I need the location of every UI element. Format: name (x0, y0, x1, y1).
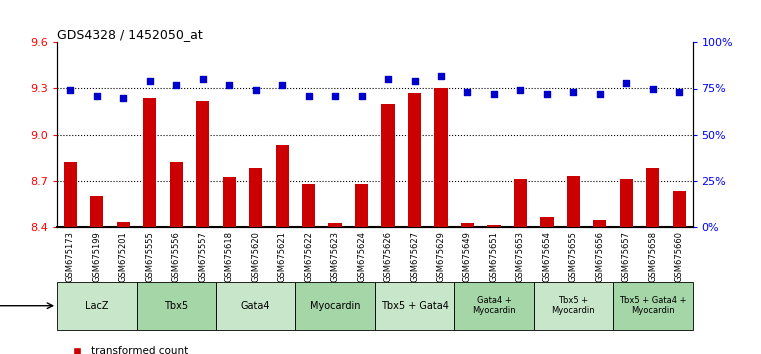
Bar (454, 282, 533, 330)
Point (409, 78, 421, 84)
Bar (295, 282, 374, 330)
Bar (90, 196, 103, 227)
Bar (329, 223, 342, 227)
Bar (143, 98, 156, 227)
Bar (594, 221, 607, 227)
Bar (355, 184, 368, 227)
Text: Tbx5 + Gata4 +
Myocardin: Tbx5 + Gata4 + Myocardin (619, 296, 686, 315)
Text: Tbx5: Tbx5 (164, 301, 188, 311)
Bar (302, 184, 315, 227)
Bar (619, 179, 633, 227)
Bar (196, 101, 209, 227)
Point (382, 76, 394, 82)
Bar (514, 179, 527, 227)
Point (541, 91, 553, 97)
Point (223, 82, 235, 88)
Bar (381, 104, 395, 227)
Point (647, 86, 659, 91)
Bar (222, 177, 236, 227)
Text: Tbx5 + Gata4: Tbx5 + Gata4 (380, 301, 448, 311)
Point (303, 93, 315, 99)
Bar (170, 162, 183, 227)
Bar (116, 222, 130, 227)
Point (514, 87, 527, 93)
Point (196, 76, 209, 82)
Bar (487, 225, 501, 227)
Point (144, 78, 156, 84)
Bar (567, 176, 580, 227)
Point (461, 89, 473, 95)
Point (673, 89, 686, 95)
Text: Gata4: Gata4 (241, 301, 270, 311)
Point (329, 93, 341, 99)
Bar (275, 145, 288, 227)
Point (594, 91, 606, 97)
Bar (646, 168, 660, 227)
Bar (136, 282, 216, 330)
Bar (408, 93, 421, 227)
Point (250, 87, 262, 93)
Bar (673, 191, 686, 227)
Point (170, 82, 183, 88)
Bar (613, 282, 693, 330)
Legend: transformed count, percentile rank within the sample: transformed count, percentile rank withi… (62, 342, 272, 354)
Point (64, 87, 76, 93)
Text: GDS4328 / 1452050_at: GDS4328 / 1452050_at (57, 28, 203, 41)
Bar (57, 282, 136, 330)
Point (355, 93, 368, 99)
Point (620, 80, 632, 86)
Point (435, 73, 447, 79)
Bar (249, 168, 263, 227)
Point (117, 95, 129, 101)
Bar (533, 282, 613, 330)
Point (276, 82, 288, 88)
Bar (461, 223, 474, 227)
Text: Tbx5 +
Myocardin: Tbx5 + Myocardin (552, 296, 595, 315)
Text: Gata4 +
Myocardin: Gata4 + Myocardin (472, 296, 516, 315)
Bar (374, 282, 454, 330)
Bar (216, 282, 295, 330)
Point (567, 89, 579, 95)
Bar (435, 88, 447, 227)
Point (91, 93, 103, 99)
Text: LacZ: LacZ (85, 301, 109, 311)
Text: Myocardin: Myocardin (310, 301, 360, 311)
Bar (64, 162, 77, 227)
Bar (540, 217, 553, 227)
Point (488, 91, 500, 97)
